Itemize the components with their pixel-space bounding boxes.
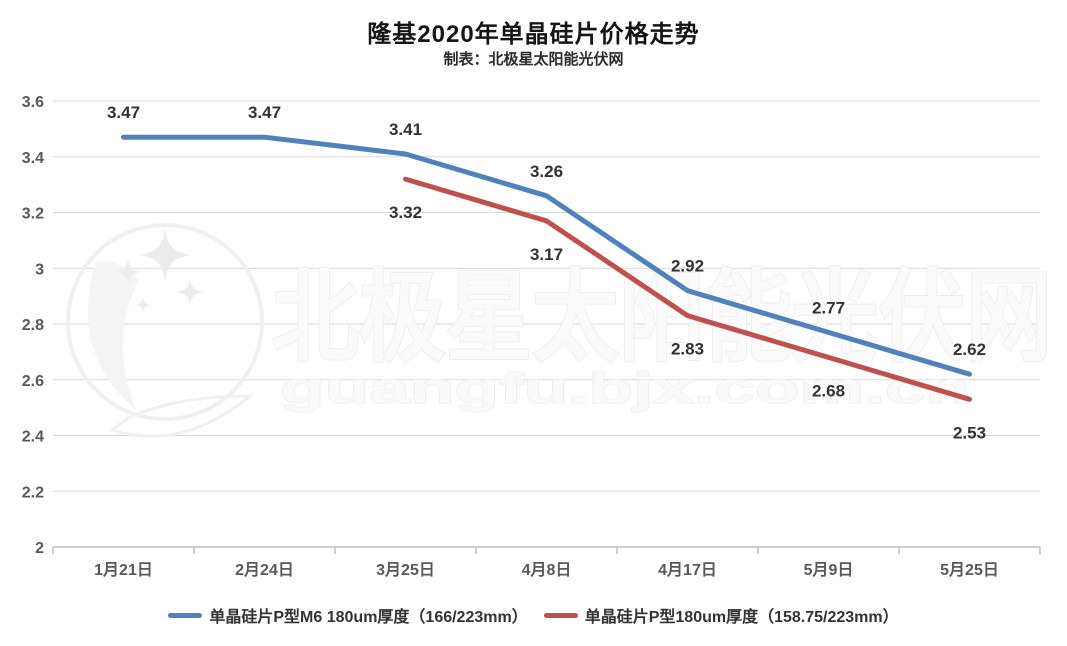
legend-label: 单晶硅片P型M6 180um厚度（166/223mm）: [209, 609, 528, 626]
data-label: 3.26: [530, 162, 563, 181]
series-line: [121, 134, 972, 377]
chart-title: 隆基2020年单晶硅片价格走势: [367, 21, 700, 48]
chart-subtitle: 制表：北极星太阳能光伏网: [443, 51, 624, 68]
y-tick-label: 3: [35, 261, 44, 278]
y-tick-label: 2.4: [22, 429, 44, 446]
series-layer: 3.47 3.47 3.41 3.26 2.92 2.77 2.62 3.32 3.17 2.83…: [107, 103, 986, 442]
y-tick-label: 3.2: [22, 206, 44, 223]
star-icon: [138, 228, 192, 282]
data-label: 2.68: [812, 381, 845, 400]
data-label: 3.41: [389, 120, 422, 139]
x-tick-label: 2月24日: [235, 561, 294, 579]
x-tick-label: 3月25日: [376, 561, 435, 579]
legend-swatch-blue-line: [168, 612, 203, 618]
x-tick-label: 4月17日: [658, 561, 717, 579]
data-label: 2.53: [953, 423, 986, 442]
x-tick-label: 1月21日: [94, 561, 153, 579]
data-label: 2.77: [812, 298, 845, 317]
watermark: 北极星太阳能光伏网 guangfu.bjx.com.cn: [66, 223, 1053, 438]
watermark-text-url: guangfu.bjx.com.cn: [280, 364, 970, 413]
data-label: 2.83: [671, 340, 704, 359]
x-tick-label: 4月8日: [522, 561, 572, 579]
legend: 单晶硅片P型M6 180um厚度（166/223mm） 单晶硅片P型180um厚…: [0, 603, 1067, 627]
legend-label: 单晶硅片P型180um厚度（158.75/223mm）: [584, 609, 899, 626]
x-tick-label: 5月25日: [940, 561, 999, 579]
y-tick-label: 2.8: [22, 317, 44, 334]
series-line: [403, 176, 972, 402]
data-label: 3.47: [107, 103, 140, 122]
data-label: 2.62: [953, 340, 986, 359]
y-tick-label: 2.2: [22, 484, 44, 501]
data-label: 2.92: [671, 257, 704, 276]
y-tick-label: 2.6: [22, 373, 44, 390]
legend-item-158-wafer: 单晶硅片P型180um厚度（158.75/223mm）: [543, 603, 899, 627]
watermark-text-cn: 北极星太阳能光伏网: [272, 262, 1052, 374]
x-tick-label: 5月9日: [804, 561, 854, 579]
data-label: 3.32: [389, 203, 422, 222]
star-icon: [176, 278, 204, 306]
watermark-logo-icon: [66, 223, 264, 438]
data-label: 3.47: [248, 103, 281, 122]
legend-item-m6-wafer: 单晶硅片P型M6 180um厚度（166/223mm）: [168, 603, 528, 627]
legend-swatch-red-line: [543, 612, 578, 618]
star-icon: [135, 297, 151, 313]
y-tick-label: 3.4: [22, 150, 44, 167]
star-icon: [115, 259, 141, 285]
data-label: 3.17: [530, 245, 563, 264]
y-tick-label: 2: [35, 540, 44, 557]
y-tick-label: 3.6: [22, 94, 44, 111]
